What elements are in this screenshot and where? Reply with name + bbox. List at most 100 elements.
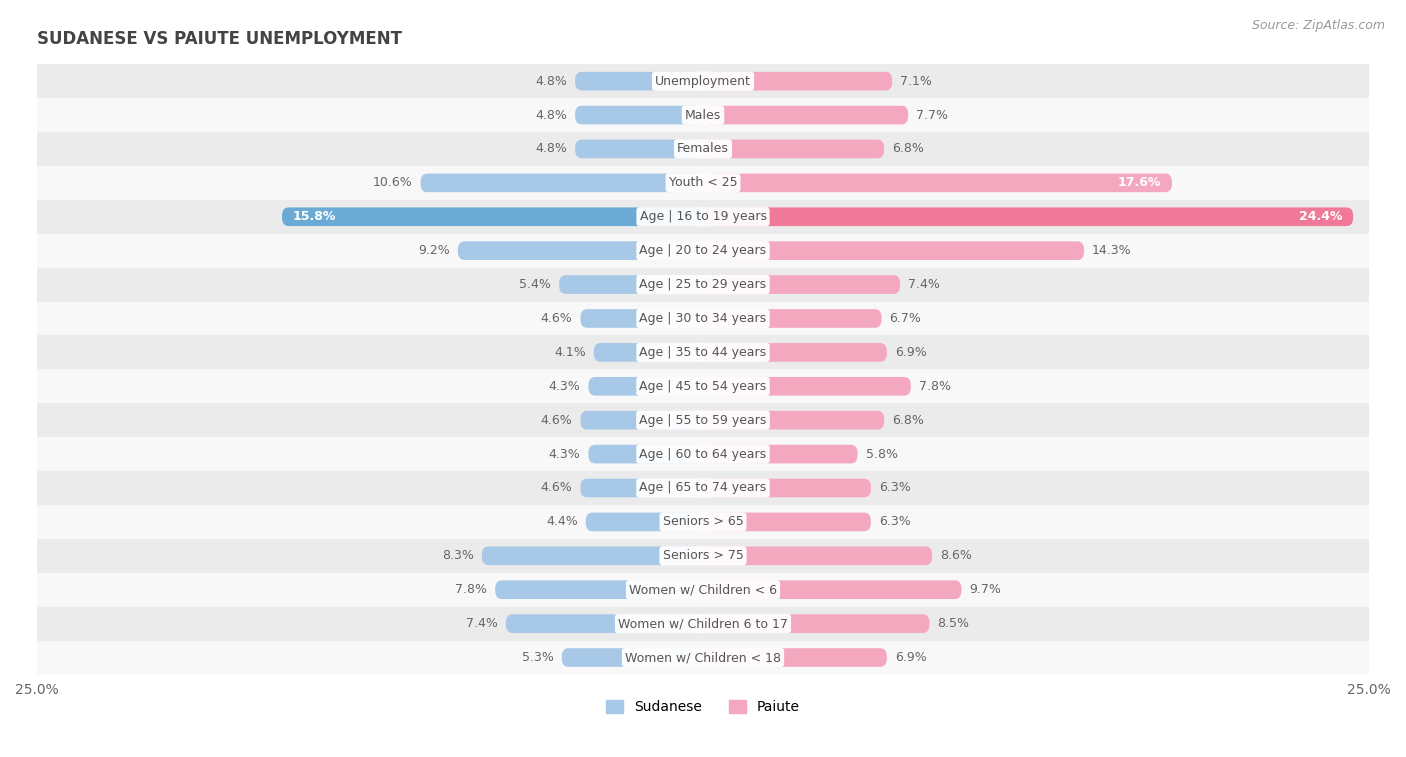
Text: Age | 35 to 44 years: Age | 35 to 44 years — [640, 346, 766, 359]
Text: Age | 55 to 59 years: Age | 55 to 59 years — [640, 413, 766, 427]
Text: Seniors > 65: Seniors > 65 — [662, 516, 744, 528]
FancyBboxPatch shape — [703, 106, 908, 124]
FancyBboxPatch shape — [575, 139, 703, 158]
Text: Males: Males — [685, 108, 721, 122]
Text: 6.3%: 6.3% — [879, 481, 911, 494]
FancyBboxPatch shape — [703, 276, 900, 294]
Text: Women w/ Children 6 to 17: Women w/ Children 6 to 17 — [619, 617, 787, 630]
FancyBboxPatch shape — [593, 343, 703, 362]
FancyBboxPatch shape — [562, 648, 703, 667]
Text: 4.8%: 4.8% — [536, 108, 567, 122]
Text: 6.8%: 6.8% — [893, 142, 924, 155]
Text: Females: Females — [678, 142, 728, 155]
Text: 14.3%: 14.3% — [1092, 245, 1132, 257]
FancyBboxPatch shape — [589, 377, 703, 396]
Text: 7.1%: 7.1% — [900, 75, 932, 88]
Legend: Sudanese, Paiute: Sudanese, Paiute — [606, 700, 800, 714]
FancyBboxPatch shape — [703, 173, 1173, 192]
FancyBboxPatch shape — [581, 478, 703, 497]
Text: Age | 45 to 54 years: Age | 45 to 54 years — [640, 380, 766, 393]
Text: 17.6%: 17.6% — [1118, 176, 1161, 189]
Text: Women w/ Children < 18: Women w/ Children < 18 — [626, 651, 780, 664]
Bar — [37, 64, 1369, 98]
Text: 6.3%: 6.3% — [879, 516, 911, 528]
Text: 4.1%: 4.1% — [554, 346, 586, 359]
FancyBboxPatch shape — [703, 614, 929, 633]
FancyBboxPatch shape — [589, 445, 703, 463]
FancyBboxPatch shape — [703, 309, 882, 328]
Bar — [37, 606, 1369, 640]
Text: 6.8%: 6.8% — [893, 413, 924, 427]
Text: 7.4%: 7.4% — [465, 617, 498, 630]
Bar — [37, 539, 1369, 573]
FancyBboxPatch shape — [703, 377, 911, 396]
Text: SUDANESE VS PAIUTE UNEMPLOYMENT: SUDANESE VS PAIUTE UNEMPLOYMENT — [37, 30, 402, 48]
FancyBboxPatch shape — [703, 72, 893, 91]
FancyBboxPatch shape — [703, 343, 887, 362]
Text: 10.6%: 10.6% — [373, 176, 412, 189]
FancyBboxPatch shape — [703, 411, 884, 429]
Text: 4.6%: 4.6% — [541, 312, 572, 325]
Bar — [37, 200, 1369, 234]
Text: Age | 60 to 64 years: Age | 60 to 64 years — [640, 447, 766, 460]
FancyBboxPatch shape — [283, 207, 703, 226]
Text: Youth < 25: Youth < 25 — [669, 176, 737, 189]
Text: 5.8%: 5.8% — [866, 447, 897, 460]
FancyBboxPatch shape — [586, 512, 703, 531]
Text: 24.4%: 24.4% — [1299, 210, 1343, 223]
Text: 5.4%: 5.4% — [519, 278, 551, 291]
Text: 4.6%: 4.6% — [541, 481, 572, 494]
FancyBboxPatch shape — [458, 241, 703, 260]
Bar — [37, 505, 1369, 539]
FancyBboxPatch shape — [420, 173, 703, 192]
FancyBboxPatch shape — [506, 614, 703, 633]
Text: 6.7%: 6.7% — [890, 312, 921, 325]
Bar — [37, 640, 1369, 674]
FancyBboxPatch shape — [575, 72, 703, 91]
FancyBboxPatch shape — [703, 207, 1353, 226]
Bar — [37, 573, 1369, 606]
Bar — [37, 268, 1369, 301]
Bar — [37, 234, 1369, 268]
Text: 4.3%: 4.3% — [548, 447, 581, 460]
Bar — [37, 437, 1369, 471]
FancyBboxPatch shape — [703, 547, 932, 565]
Text: Age | 65 to 74 years: Age | 65 to 74 years — [640, 481, 766, 494]
FancyBboxPatch shape — [703, 648, 887, 667]
Text: Source: ZipAtlas.com: Source: ZipAtlas.com — [1251, 19, 1385, 32]
FancyBboxPatch shape — [703, 241, 1084, 260]
Bar — [37, 132, 1369, 166]
FancyBboxPatch shape — [560, 276, 703, 294]
FancyBboxPatch shape — [703, 581, 962, 599]
Text: Age | 16 to 19 years: Age | 16 to 19 years — [640, 210, 766, 223]
FancyBboxPatch shape — [703, 139, 884, 158]
Text: Women w/ Children < 6: Women w/ Children < 6 — [628, 583, 778, 597]
Text: 4.8%: 4.8% — [536, 142, 567, 155]
FancyBboxPatch shape — [575, 106, 703, 124]
Text: 7.7%: 7.7% — [917, 108, 948, 122]
Bar — [37, 403, 1369, 437]
Bar — [37, 166, 1369, 200]
FancyBboxPatch shape — [581, 411, 703, 429]
Text: Unemployment: Unemployment — [655, 75, 751, 88]
Text: 4.3%: 4.3% — [548, 380, 581, 393]
Text: 7.8%: 7.8% — [456, 583, 486, 597]
Text: 8.6%: 8.6% — [941, 550, 972, 562]
FancyBboxPatch shape — [495, 581, 703, 599]
Text: Age | 25 to 29 years: Age | 25 to 29 years — [640, 278, 766, 291]
FancyBboxPatch shape — [482, 547, 703, 565]
FancyBboxPatch shape — [581, 309, 703, 328]
Text: 9.7%: 9.7% — [970, 583, 1001, 597]
Text: 7.8%: 7.8% — [920, 380, 950, 393]
Text: 6.9%: 6.9% — [894, 651, 927, 664]
Bar — [37, 335, 1369, 369]
Text: Seniors > 75: Seniors > 75 — [662, 550, 744, 562]
Bar — [37, 369, 1369, 403]
Text: 9.2%: 9.2% — [418, 245, 450, 257]
Bar — [37, 471, 1369, 505]
Text: 5.3%: 5.3% — [522, 651, 554, 664]
FancyBboxPatch shape — [703, 445, 858, 463]
Bar — [37, 301, 1369, 335]
Text: 4.4%: 4.4% — [546, 516, 578, 528]
Text: 8.3%: 8.3% — [441, 550, 474, 562]
